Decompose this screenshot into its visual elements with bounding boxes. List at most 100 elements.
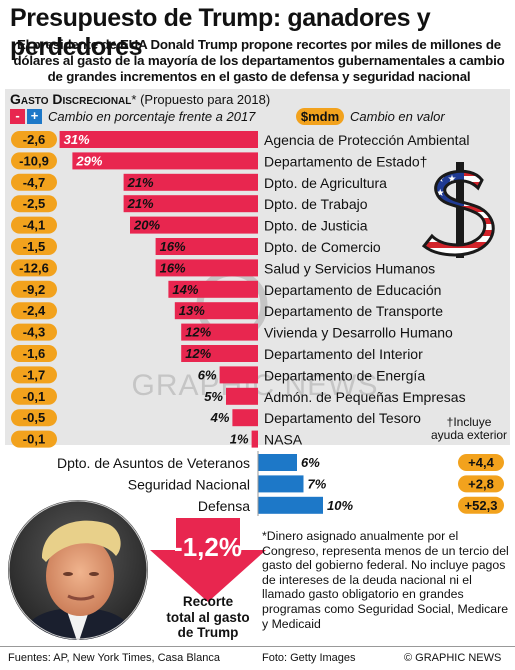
page-title: Presupuesto de Trump: ganadores y perded… — [10, 4, 431, 61]
dollar-flag-icon: ★ ★ ★ ★ ★ ★ — [421, 162, 495, 258]
value-badge — [458, 496, 504, 514]
department-label: NASA — [264, 432, 303, 448]
department-label: Dpto. de Trabajo — [264, 196, 368, 212]
value-badge-text: -4,7 — [23, 175, 45, 190]
department-label: Departamento de Estado† — [264, 153, 427, 169]
decrease-pct-label: 5% — [204, 389, 223, 404]
legend-heading-mark: * — [131, 92, 137, 107]
total-value: -1,2% — [174, 532, 242, 562]
value-badge — [11, 387, 57, 405]
footnote-dagger-line2: ayuda exterior — [431, 428, 508, 442]
decrease-bar — [130, 216, 258, 234]
decrease-pct-label: 16% — [160, 239, 186, 254]
value-badge — [11, 195, 57, 213]
down-arrow-icon — [150, 518, 266, 602]
value-badge-text: -9,2 — [23, 282, 45, 297]
value-badge — [11, 173, 57, 191]
footer-sources: Fuentes: AP, New York Times, Casa Blanca — [8, 652, 220, 664]
value-badge-text: -1,6 — [23, 346, 45, 361]
decrease-pct-label: 14% — [172, 282, 198, 297]
value-badge — [11, 152, 57, 170]
department-label: Departamento del Interior — [264, 346, 423, 362]
decrease-bar — [168, 280, 258, 298]
value-badge-text: -2,5 — [23, 196, 45, 211]
decrease-bar — [59, 131, 258, 148]
value-badge — [11, 238, 57, 255]
decrease-bar — [251, 430, 258, 448]
department-label: Agencia de Protección Ambiental — [264, 132, 469, 148]
legend-plus-swatch: + — [27, 109, 42, 124]
increase-pct-label: 6% — [301, 455, 320, 470]
value-badge — [11, 323, 57, 341]
decrease-bar — [232, 409, 258, 427]
value-badge-text: -4,3 — [23, 325, 45, 340]
increase-bar — [258, 475, 304, 493]
value-badge-text: -4,1 — [23, 218, 45, 233]
value-badge — [11, 366, 57, 384]
department-label: Vivienda y Desarrollo Humano — [264, 325, 453, 341]
decrease-pct-label: 1% — [230, 432, 249, 447]
legend-heading-text: Gasto Discrecional — [10, 91, 132, 107]
value-badge-text: +2,8 — [468, 476, 494, 491]
value-badge-text: -1,5 — [23, 239, 45, 254]
decrease-bar — [181, 323, 258, 341]
total-label-line3: de Trump — [177, 625, 239, 640]
legend-value-label: Cambio en valor — [350, 109, 445, 124]
subtitle: El presidente de EUA Donald Trump propon… — [13, 37, 505, 84]
department-label: Seguridad Nacional — [128, 476, 250, 492]
value-badge-text: -2,6 — [23, 132, 45, 147]
decrease-bar — [155, 238, 258, 255]
decrease-pct-label: 16% — [160, 260, 186, 275]
footnote-dagger-mark: † — [446, 415, 454, 429]
department-label: Departamento de Energía — [264, 367, 425, 383]
footnote-star: *Dinero asignado anualmente por el Congr… — [262, 529, 509, 631]
footer: Fuentes: AP, New York Times, Casa Blanca… — [0, 646, 515, 670]
decrease-pct-label: 21% — [127, 175, 154, 190]
department-label: Departamento del Tesoro — [264, 410, 421, 426]
value-badge-text: -2,4 — [23, 303, 46, 318]
footer-credit: © GRAPHIC NEWS — [404, 652, 502, 664]
legend-period: (Propuesto para 2018) — [140, 92, 271, 107]
decrease-bar — [123, 195, 258, 213]
decrease-bar — [123, 173, 258, 191]
footnote-dagger-line1: Incluye — [453, 415, 492, 429]
value-badge-text: -1,7 — [23, 367, 45, 382]
value-badge-text: -0,1 — [23, 389, 45, 404]
value-badge — [458, 475, 504, 493]
value-badge — [11, 302, 57, 320]
value-badge — [11, 280, 57, 298]
decrease-pct-label: 6% — [198, 367, 217, 382]
department-label: Dpto. de Agricultura — [264, 175, 387, 191]
total-label-line2: total al gasto — [166, 609, 250, 625]
value-badge-text: -0,1 — [23, 432, 45, 447]
value-badge — [11, 259, 57, 277]
value-badge-text: +4,4 — [468, 455, 494, 470]
value-badge — [11, 409, 57, 427]
legend-heading: Gasto Discrecional* (Propuesto para 2018… — [10, 91, 270, 107]
department-label: Admón. de Pequeñas Empresas — [264, 389, 466, 405]
total-label-line1: Recorte — [182, 594, 234, 609]
value-badge — [11, 430, 57, 448]
value-badge-text: -0,5 — [23, 410, 45, 425]
legend-pct-label: Cambio en porcentaje frente a 2017 — [48, 109, 256, 124]
decrease-pct-label: 31% — [64, 132, 90, 147]
decrease-pct-label: 12% — [185, 346, 211, 361]
increase-pct-label: 10% — [327, 498, 353, 513]
value-badge-text: -10,9 — [19, 153, 49, 168]
decrease-pct-label: 21% — [127, 196, 154, 211]
department-label: Salud y Servicios Humanos — [264, 260, 435, 276]
decrease-pct-label: 29% — [75, 153, 102, 168]
svg-text:★ ★ ★: ★ ★ ★ — [424, 188, 456, 199]
footnote-dagger: †Incluye ayuda exterior — [431, 416, 507, 442]
value-badge-text: +52,3 — [465, 498, 498, 513]
value-badge — [458, 454, 504, 471]
department-label: Dpto. de Comercio — [264, 239, 381, 255]
value-badge — [11, 131, 57, 148]
legend-minus-swatch: - — [10, 109, 25, 124]
decrease-pct-label: 12% — [185, 325, 211, 340]
value-badge — [11, 345, 57, 362]
decrease-bar — [155, 259, 258, 277]
department-label: Departamento de Educación — [264, 282, 441, 298]
